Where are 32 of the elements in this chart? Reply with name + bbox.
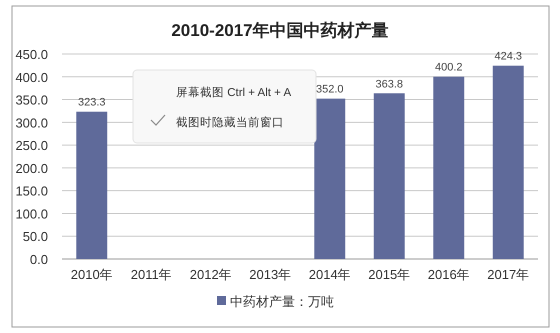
y-tick-label: 250.0 (15, 138, 48, 154)
y-tick-label: 400.0 (15, 70, 48, 85)
bar (433, 76, 464, 259)
y-tick-label: 100.0 (15, 206, 48, 222)
y-tick-label: 150.0 (15, 184, 48, 199)
y-tick-label: 450.0 (15, 47, 48, 62)
data-label: 363.8 (375, 78, 404, 90)
x-tick-label: 2015年 (368, 267, 410, 282)
y-tick-label: 0.0 (30, 252, 48, 267)
annotation: 屏幕截图 Ctrl + Alt + A (176, 86, 292, 99)
y-tick-label: 300.0 (15, 115, 48, 130)
data-label: 352.0 (316, 84, 344, 96)
chart-title: 2010-2017年中国中药材产量 (171, 21, 389, 40)
y-tick-label: 50.0 (22, 229, 48, 244)
x-tick-label: 2017年 (487, 267, 530, 282)
bar (314, 98, 346, 259)
data-label: 424.3 (494, 50, 522, 63)
bar (76, 112, 108, 259)
legend-label: 中药材产量：万吨 (230, 294, 334, 309)
x-tick-label: 2016年 (428, 267, 470, 282)
x-tick-label: 2011年 (130, 267, 172, 282)
bar (492, 66, 524, 259)
bar (374, 93, 405, 259)
y-tick-label: 350.0 (15, 92, 48, 108)
x-tick-label: 2010年 (70, 267, 113, 282)
data-label: 400.2 (434, 62, 463, 74)
data-label: 323.3 (78, 96, 106, 109)
annotation: 截图时隐藏当前窗口 (176, 115, 284, 129)
x-tick-label: 2014年 (308, 267, 351, 282)
y-tick-label: 200.0 (15, 160, 48, 176)
x-tick-label: 2012年 (190, 267, 232, 282)
x-tick-label: 2013年 (249, 267, 292, 282)
